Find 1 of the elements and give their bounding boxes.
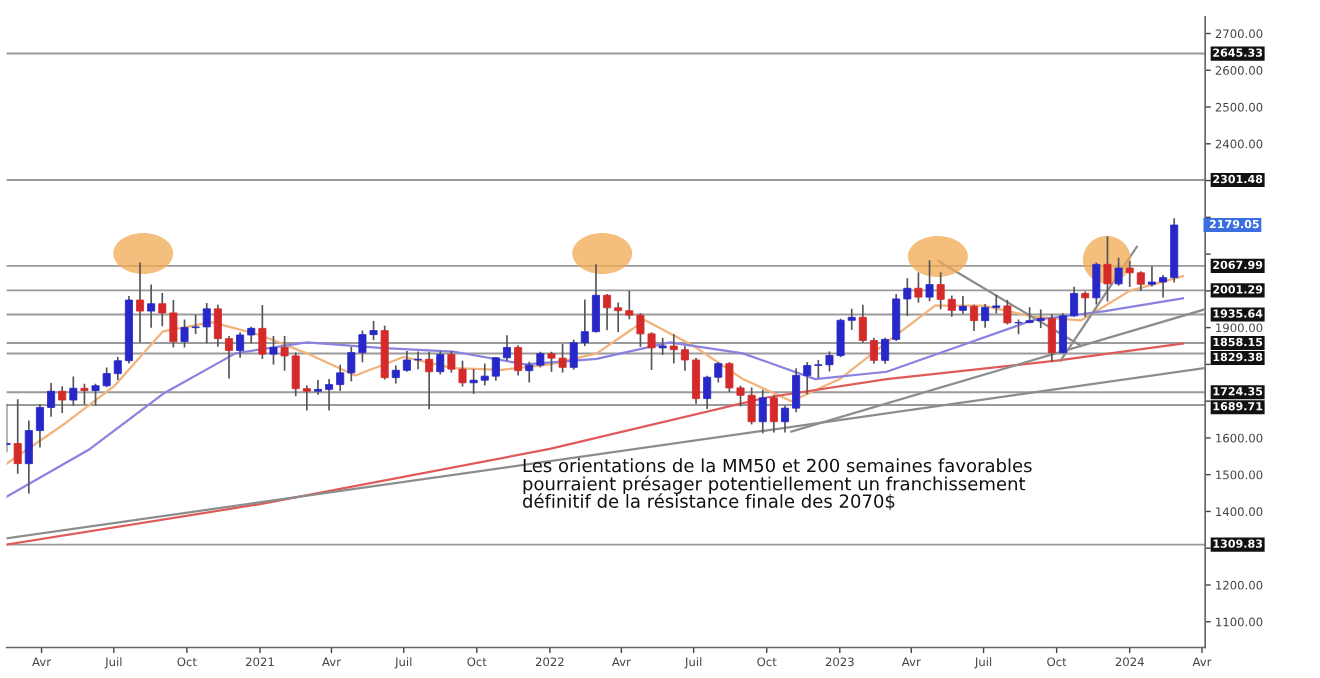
annotation: Les orientations de la MM50 et 200 semaines favorables pourraient présager potentiellement un franchissement définitif de la résistance finale des 2070$ [522,458,1032,511]
